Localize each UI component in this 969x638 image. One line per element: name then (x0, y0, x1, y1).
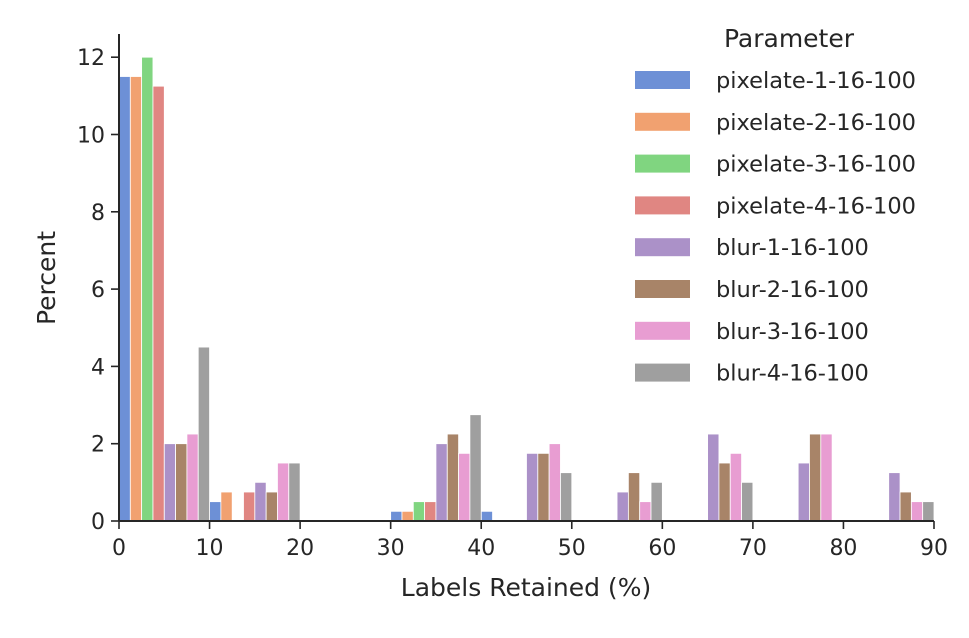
legend-swatch-pixelate-1-16-100 (635, 71, 690, 89)
legend-swatch-blur-3-16-100 (635, 321, 690, 340)
bar-blur-3-16-100-bin-60 (729, 452, 742, 522)
y-tick-label-10: 10 (77, 123, 105, 148)
bar-blur-2-16-100-bin-0 (175, 443, 188, 522)
ticks-layer: 0 10 20 30 40 50 60 70 80 90 0 2 4 6 8 10 12 (77, 46, 948, 561)
bar-pixelate-1-16-100-bin-40 (480, 510, 493, 522)
x-tick-label-80: 80 (829, 536, 857, 561)
bar-blur-2-16-100-bin-60 (718, 462, 731, 522)
bar-blur-1-16-100-bin-70 (797, 462, 810, 522)
bar-blur-4-16-100-bin-0 (197, 346, 210, 522)
bar-blur-2-16-100-bin-50 (627, 472, 641, 522)
x-tick-label-70: 70 (739, 536, 767, 561)
bar-pixelate-4-16-100-bin-10 (243, 491, 256, 522)
legend-label-blur-1-16-100: blur-1-16-100 (716, 235, 869, 261)
x-tick-label-90: 90 (920, 536, 948, 561)
y-tick-label-12: 12 (77, 46, 105, 71)
bar-pixelate-3-16-100-bin-0 (141, 56, 154, 522)
x-axis-title: Labels Retained (%) (401, 573, 651, 602)
bar-blur-1-16-100-bin-40 (526, 452, 539, 522)
bar-blur-1-16-100-bin-60 (707, 433, 720, 522)
bar-blur-2-16-100-bin-40 (537, 452, 550, 522)
bar-blur-1-16-100-bin-0 (163, 443, 176, 522)
bar-blur-1-16-100-bin-10 (254, 481, 267, 522)
bar-pixelate-1-16-100-bin-10 (209, 501, 222, 522)
bar-blur-3-16-100-bin-10 (277, 462, 290, 522)
bar-blur-4-16-100-bin-60 (741, 481, 754, 522)
bar-blur-3-16-100-bin-50 (639, 501, 652, 522)
legend-label-blur-3-16-100: blur-3-16-100 (716, 319, 869, 345)
legend-swatch-pixelate-3-16-100 (635, 154, 690, 173)
legend-swatch-pixelate-2-16-100 (635, 112, 690, 131)
bar-blur-1-16-100-bin-80 (888, 472, 901, 522)
x-tick-label-0: 0 (112, 536, 126, 561)
y-tick-label-4: 4 (91, 355, 105, 380)
y-axis-title: Percent (32, 231, 61, 325)
bar-blur-1-16-100-bin-50 (616, 491, 629, 522)
bar-blur-2-16-100-bin-30 (446, 433, 459, 522)
bars-layer (118, 56, 935, 522)
bar-blur-3-16-100-bin-0 (186, 433, 199, 522)
bar-blur-4-16-100-bin-40 (560, 472, 573, 522)
x-tick-label-60: 60 (648, 536, 676, 561)
legend-label-pixelate-2-16-100: pixelate-2-16-100 (716, 110, 916, 136)
bar-blur-4-16-100-bin-10 (288, 462, 301, 522)
bar-pixelate-1-16-100-bin-30 (390, 510, 403, 522)
bar-blur-3-16-100-bin-70 (820, 433, 833, 522)
bar-pixelate-4-16-100-bin-0 (152, 85, 165, 522)
legend-label-pixelate-3-16-100: pixelate-3-16-100 (716, 152, 916, 178)
x-tick-label-40: 40 (467, 536, 495, 561)
legend-swatch-blur-2-16-100 (635, 280, 690, 298)
legend-label-blur-4-16-100: blur-4-16-100 (716, 361, 869, 387)
bar-blur-3-16-100-bin-40 (548, 443, 561, 522)
y-tick-label-0: 0 (91, 510, 105, 535)
x-tick-label-50: 50 (558, 536, 586, 561)
bar-blur-1-16-100-bin-30 (435, 443, 448, 522)
x-tick-label-10: 10 (196, 536, 224, 561)
axes-layer (118, 34, 934, 522)
bar-blur-2-16-100-bin-80 (899, 491, 912, 522)
bar-pixelate-1-16-100-bin-0 (118, 76, 131, 522)
bar-pixelate-4-16-100-bin-30 (424, 501, 437, 522)
bar-blur-4-16-100-bin-50 (650, 481, 663, 522)
bar-pixelate-2-16-100-bin-10 (220, 491, 233, 522)
legend-swatch-blur-1-16-100 (635, 238, 690, 257)
legend-swatch-pixelate-4-16-100 (635, 196, 690, 215)
legend-swatch-blur-4-16-100 (635, 363, 690, 382)
legend-label-blur-2-16-100: blur-2-16-100 (716, 277, 869, 303)
bar-blur-2-16-100-bin-70 (809, 433, 822, 522)
bar-pixelate-2-16-100-bin-30 (401, 510, 414, 522)
legend: Parameter pixelate-1-16-100 pixelate-2-16… (635, 24, 916, 387)
bar-blur-3-16-100-bin-80 (910, 501, 924, 522)
y-tick-label-2: 2 (91, 433, 105, 458)
bar-blur-3-16-100-bin-30 (458, 452, 471, 522)
bar-pixelate-3-16-100-bin-30 (412, 501, 426, 522)
legend-title: Parameter (724, 24, 855, 53)
legend-label-pixelate-4-16-100: pixelate-4-16-100 (716, 193, 916, 219)
y-tick-label-6: 6 (91, 278, 105, 303)
x-tick-label-30: 30 (377, 536, 405, 561)
bar-blur-2-16-100-bin-10 (265, 491, 278, 522)
bar-blur-4-16-100-bin-80 (922, 501, 935, 522)
legend-label-pixelate-1-16-100: pixelate-1-16-100 (716, 68, 916, 94)
y-tick-label-8: 8 (91, 201, 105, 226)
bar-blur-4-16-100-bin-30 (469, 414, 482, 522)
x-tick-label-20: 20 (286, 536, 314, 561)
bar-pixelate-2-16-100-bin-0 (129, 76, 143, 522)
